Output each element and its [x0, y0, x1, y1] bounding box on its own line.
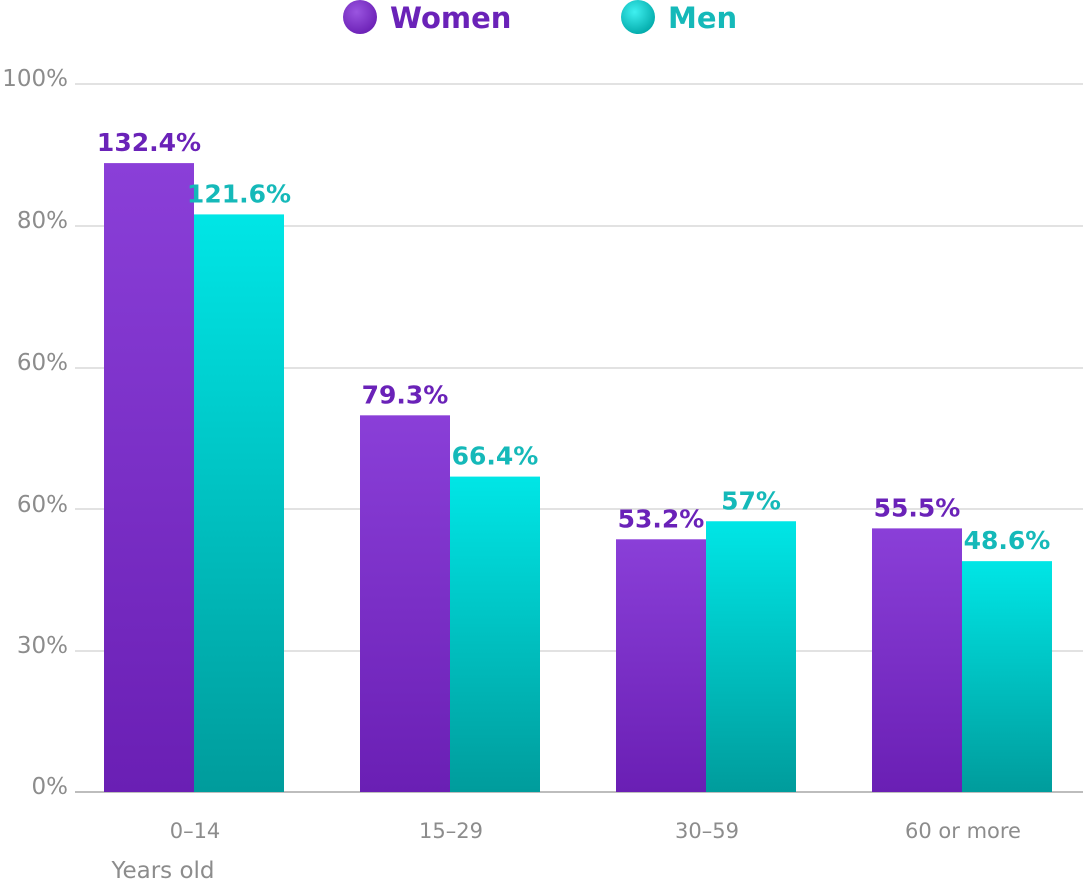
bar-men[interactable] — [962, 561, 1052, 792]
x-tick-label: 15–29 — [419, 819, 483, 843]
x-tick-label: 0–14 — [170, 819, 221, 843]
y-tick-label: 60% — [17, 492, 68, 518]
data-labels: 132.4% 79.3% 53.2% 55.5% 121.6% 66.4% 57% 48.6% — [97, 128, 1050, 555]
legend-swatch-women — [343, 0, 377, 34]
y-tick-label: 80% — [17, 208, 68, 234]
bar-men[interactable] — [450, 476, 540, 792]
data-label-men: 66.4% — [452, 442, 539, 471]
x-axis-labels: 0–14 15–29 30–59 60 or more — [170, 819, 1021, 843]
y-tick-label: 60% — [17, 350, 68, 376]
bar-women[interactable] — [360, 415, 450, 792]
x-tick-label: 60 or more — [905, 819, 1021, 843]
data-label-men: 121.6% — [187, 179, 291, 208]
data-label-men: 57% — [721, 486, 781, 515]
y-tick-label: 100% — [2, 66, 68, 92]
legend-item-women[interactable]: Women — [343, 0, 511, 35]
data-label-women: 132.4% — [97, 128, 201, 157]
x-tick-label: 30–59 — [675, 819, 739, 843]
data-label-women: 55.5% — [874, 493, 961, 522]
data-label-women: 53.2% — [618, 504, 705, 533]
data-label-women: 79.3% — [362, 380, 449, 409]
legend-swatch-men — [621, 0, 655, 34]
data-label-men: 48.6% — [964, 526, 1051, 555]
bar-women[interactable] — [616, 539, 706, 792]
legend-label-women: Women — [390, 1, 511, 35]
y-tick-label: 30% — [17, 633, 68, 659]
y-tick-label: 0% — [32, 774, 69, 800]
legend-item-men[interactable]: Men — [621, 0, 737, 35]
bar-men[interactable] — [194, 214, 284, 792]
bar-men[interactable] — [706, 521, 796, 792]
legend: Women Men — [343, 0, 737, 35]
bar-women[interactable] — [104, 163, 194, 793]
legend-label-men: Men — [668, 1, 737, 35]
bars — [104, 163, 1052, 793]
x-axis-title: Years old — [110, 858, 214, 884]
bar-women[interactable] — [872, 528, 962, 792]
